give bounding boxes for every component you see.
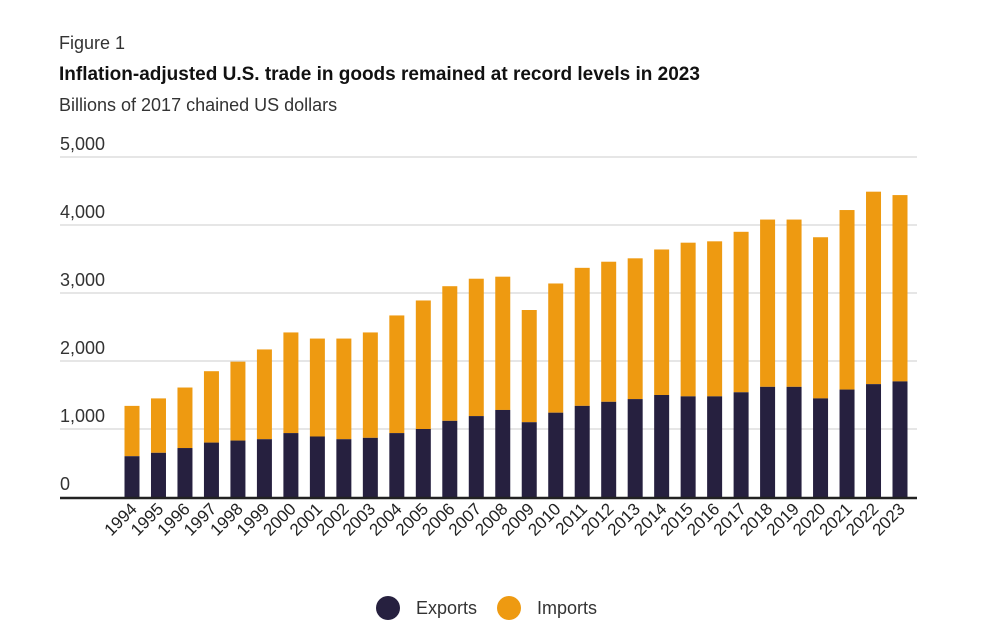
imports-bar — [309, 338, 325, 437]
y-tick-label: 1,000 — [60, 406, 105, 426]
exports-bar — [839, 389, 855, 497]
exports-bar — [495, 409, 511, 497]
imports-bar — [230, 361, 246, 441]
exports-bar — [124, 456, 140, 497]
exports-bar — [707, 396, 723, 497]
exports-bar — [362, 437, 378, 497]
exports-bar — [389, 433, 405, 497]
imports-bar — [124, 405, 140, 457]
exports-bar — [786, 386, 802, 497]
imports-bar — [813, 237, 829, 399]
exports-bar — [336, 439, 352, 497]
imports-bar — [203, 371, 219, 443]
figure-label: Figure 1 — [59, 33, 126, 53]
y-tick-label: 2,000 — [60, 338, 105, 358]
imports-bar — [627, 258, 643, 400]
imports-bar — [362, 332, 378, 438]
exports-bar — [256, 439, 272, 497]
imports-bar — [521, 310, 537, 423]
exports-bar — [627, 399, 643, 497]
imports-bar — [468, 278, 484, 417]
imports-bar — [601, 261, 617, 402]
y-tick-label: 4,000 — [60, 202, 105, 222]
imports-bar — [680, 242, 696, 397]
imports-bar — [495, 276, 511, 410]
imports-bar — [177, 387, 193, 449]
legend-item-imports: Imports — [497, 596, 597, 620]
imports-bar — [389, 315, 405, 434]
exports-bar — [654, 395, 670, 497]
exports-bar — [230, 440, 246, 497]
y-tick-label: 0 — [60, 474, 70, 494]
imports-swatch-icon — [497, 596, 522, 620]
imports-bar — [760, 219, 776, 387]
exports-bar — [521, 422, 537, 497]
exports-bar — [415, 429, 431, 497]
imports-bar — [839, 210, 855, 390]
exports-bar — [442, 420, 458, 497]
imports-bar — [786, 219, 802, 387]
chart-subtitle: Billions of 2017 chained US dollars — [59, 95, 338, 115]
legend: Exports Imports — [376, 596, 617, 620]
exports-bar — [203, 442, 219, 497]
imports-bar — [707, 241, 723, 397]
y-tick-label: 5,000 — [60, 134, 105, 154]
imports-bar — [415, 300, 431, 429]
imports-bar — [442, 286, 458, 421]
imports-bar — [733, 231, 749, 393]
exports-bar — [574, 405, 590, 497]
imports-bar — [336, 338, 352, 440]
imports-bar — [574, 267, 590, 406]
imports-bar — [256, 349, 272, 440]
exports-bar — [601, 401, 617, 497]
imports-bar — [150, 398, 166, 453]
imports-bar — [892, 195, 908, 382]
exports-swatch-icon — [376, 596, 400, 620]
exports-bar — [177, 448, 193, 497]
exports-bar — [548, 412, 564, 497]
imports-bar — [654, 249, 670, 395]
legend-label-imports: Imports — [537, 597, 598, 618]
chart-title: Inflation-adjusted U.S. trade in goods r… — [59, 64, 700, 85]
exports-bar — [760, 386, 776, 497]
exports-bar — [283, 433, 299, 497]
legend-label-exports: Exports — [416, 597, 478, 618]
y-tick-label: 3,000 — [60, 270, 105, 290]
imports-bar — [548, 283, 564, 413]
exports-bar — [813, 398, 829, 497]
imports-bar — [866, 191, 882, 385]
legend-item-exports: Exports — [376, 596, 477, 620]
exports-bar — [309, 436, 325, 497]
exports-bar — [733, 392, 749, 497]
exports-bar — [468, 416, 484, 497]
imports-bar — [283, 332, 299, 434]
exports-bar — [680, 396, 696, 497]
exports-bar — [866, 384, 882, 497]
exports-bar — [150, 452, 166, 497]
exports-bar — [892, 381, 908, 497]
